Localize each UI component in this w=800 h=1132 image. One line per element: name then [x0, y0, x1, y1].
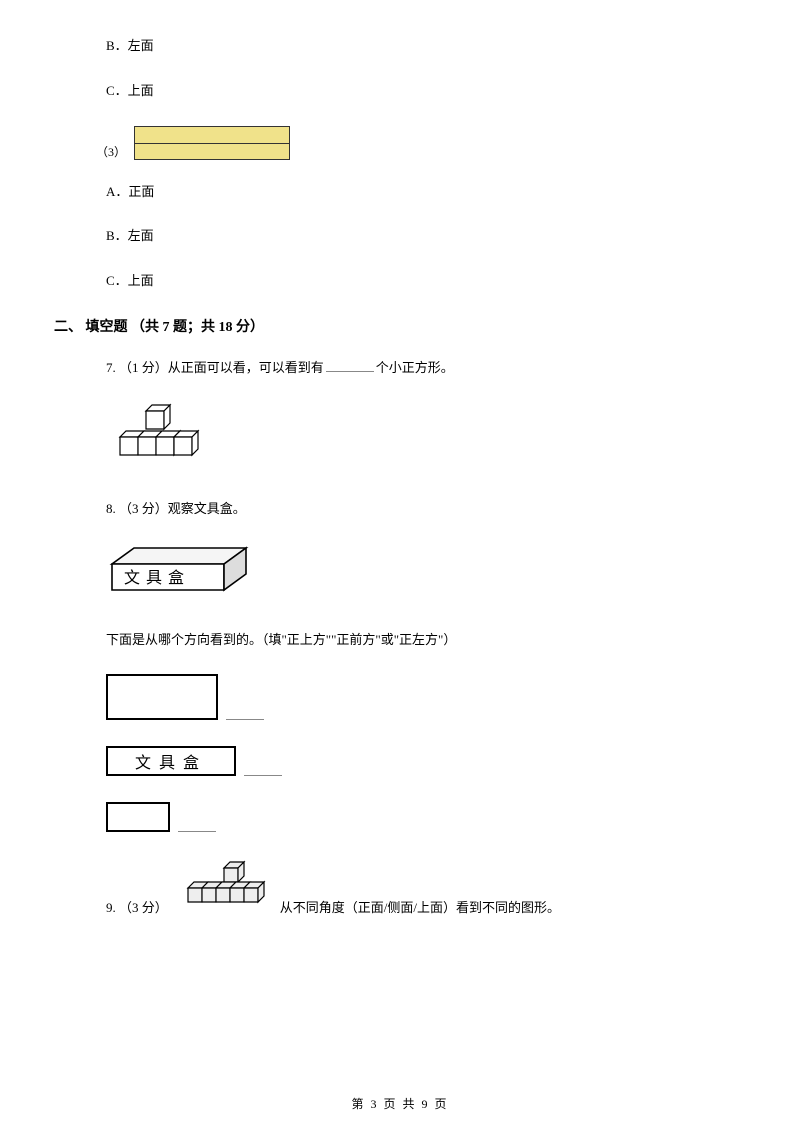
- q8-figure-wrap: 文具盒: [54, 544, 746, 610]
- option-c-p3: C．上面: [54, 271, 746, 292]
- q7-blank[interactable]: [326, 359, 374, 372]
- q8-shape1: [106, 674, 218, 720]
- section2-title: 二、 填空题 （共 7 题；共 18 分）: [54, 316, 746, 336]
- q7-figure-wrap: [54, 403, 746, 473]
- q8-blank2[interactable]: [244, 763, 282, 776]
- pencil-box-3d: 文具盒: [106, 544, 252, 606]
- q8-shape2-row: 文具盒: [54, 746, 746, 776]
- q8-shape2-text: 文具盒: [135, 749, 207, 773]
- q9-cubes: [178, 858, 270, 916]
- q9-row: 9. （3 分） 从不同角度（正面/侧面/上面）看到不同的图形。: [54, 858, 746, 916]
- q9-suffix: 从不同角度（正面/侧面/上面）看到不同的图形。: [280, 897, 560, 916]
- part3-row: （3）: [54, 126, 746, 160]
- q7-text: 7. （1 分）从正面可以看，可以看到有 个小正方形。: [54, 358, 746, 379]
- box-label-text: 文具盒: [124, 569, 190, 587]
- page-footer: 第 3 页 共 9 页: [0, 1095, 800, 1112]
- cubes-figure: [106, 403, 216, 469]
- q8-shape3-row: [54, 802, 746, 832]
- q8-title: 8. （3 分）观察文具盒。: [54, 499, 746, 520]
- q8-shape3: [106, 802, 170, 832]
- option-c-top: C．上面: [54, 81, 746, 102]
- part3-label: （3）: [96, 143, 126, 160]
- q8-shape2: 文具盒: [106, 746, 236, 776]
- q8-blank1[interactable]: [226, 707, 264, 720]
- yellow-rect-figure: [134, 126, 290, 160]
- option-b-p3: B．左面: [54, 226, 746, 247]
- q8-blank3[interactable]: [178, 819, 216, 832]
- q7-prefix: 7. （1 分）从正面可以看，可以看到有: [106, 360, 324, 375]
- q8-prompt: 下面是从哪个方向看到的。（填"正上方""正前方"或"正左方"）: [54, 630, 746, 651]
- option-a-p3: A．正面: [54, 182, 746, 203]
- q8-shape1-row: [54, 674, 746, 720]
- q7-suffix: 个小正方形。: [376, 360, 454, 375]
- q9-prefix: 9. （3 分）: [106, 897, 168, 916]
- option-b-top: B．左面: [54, 36, 746, 57]
